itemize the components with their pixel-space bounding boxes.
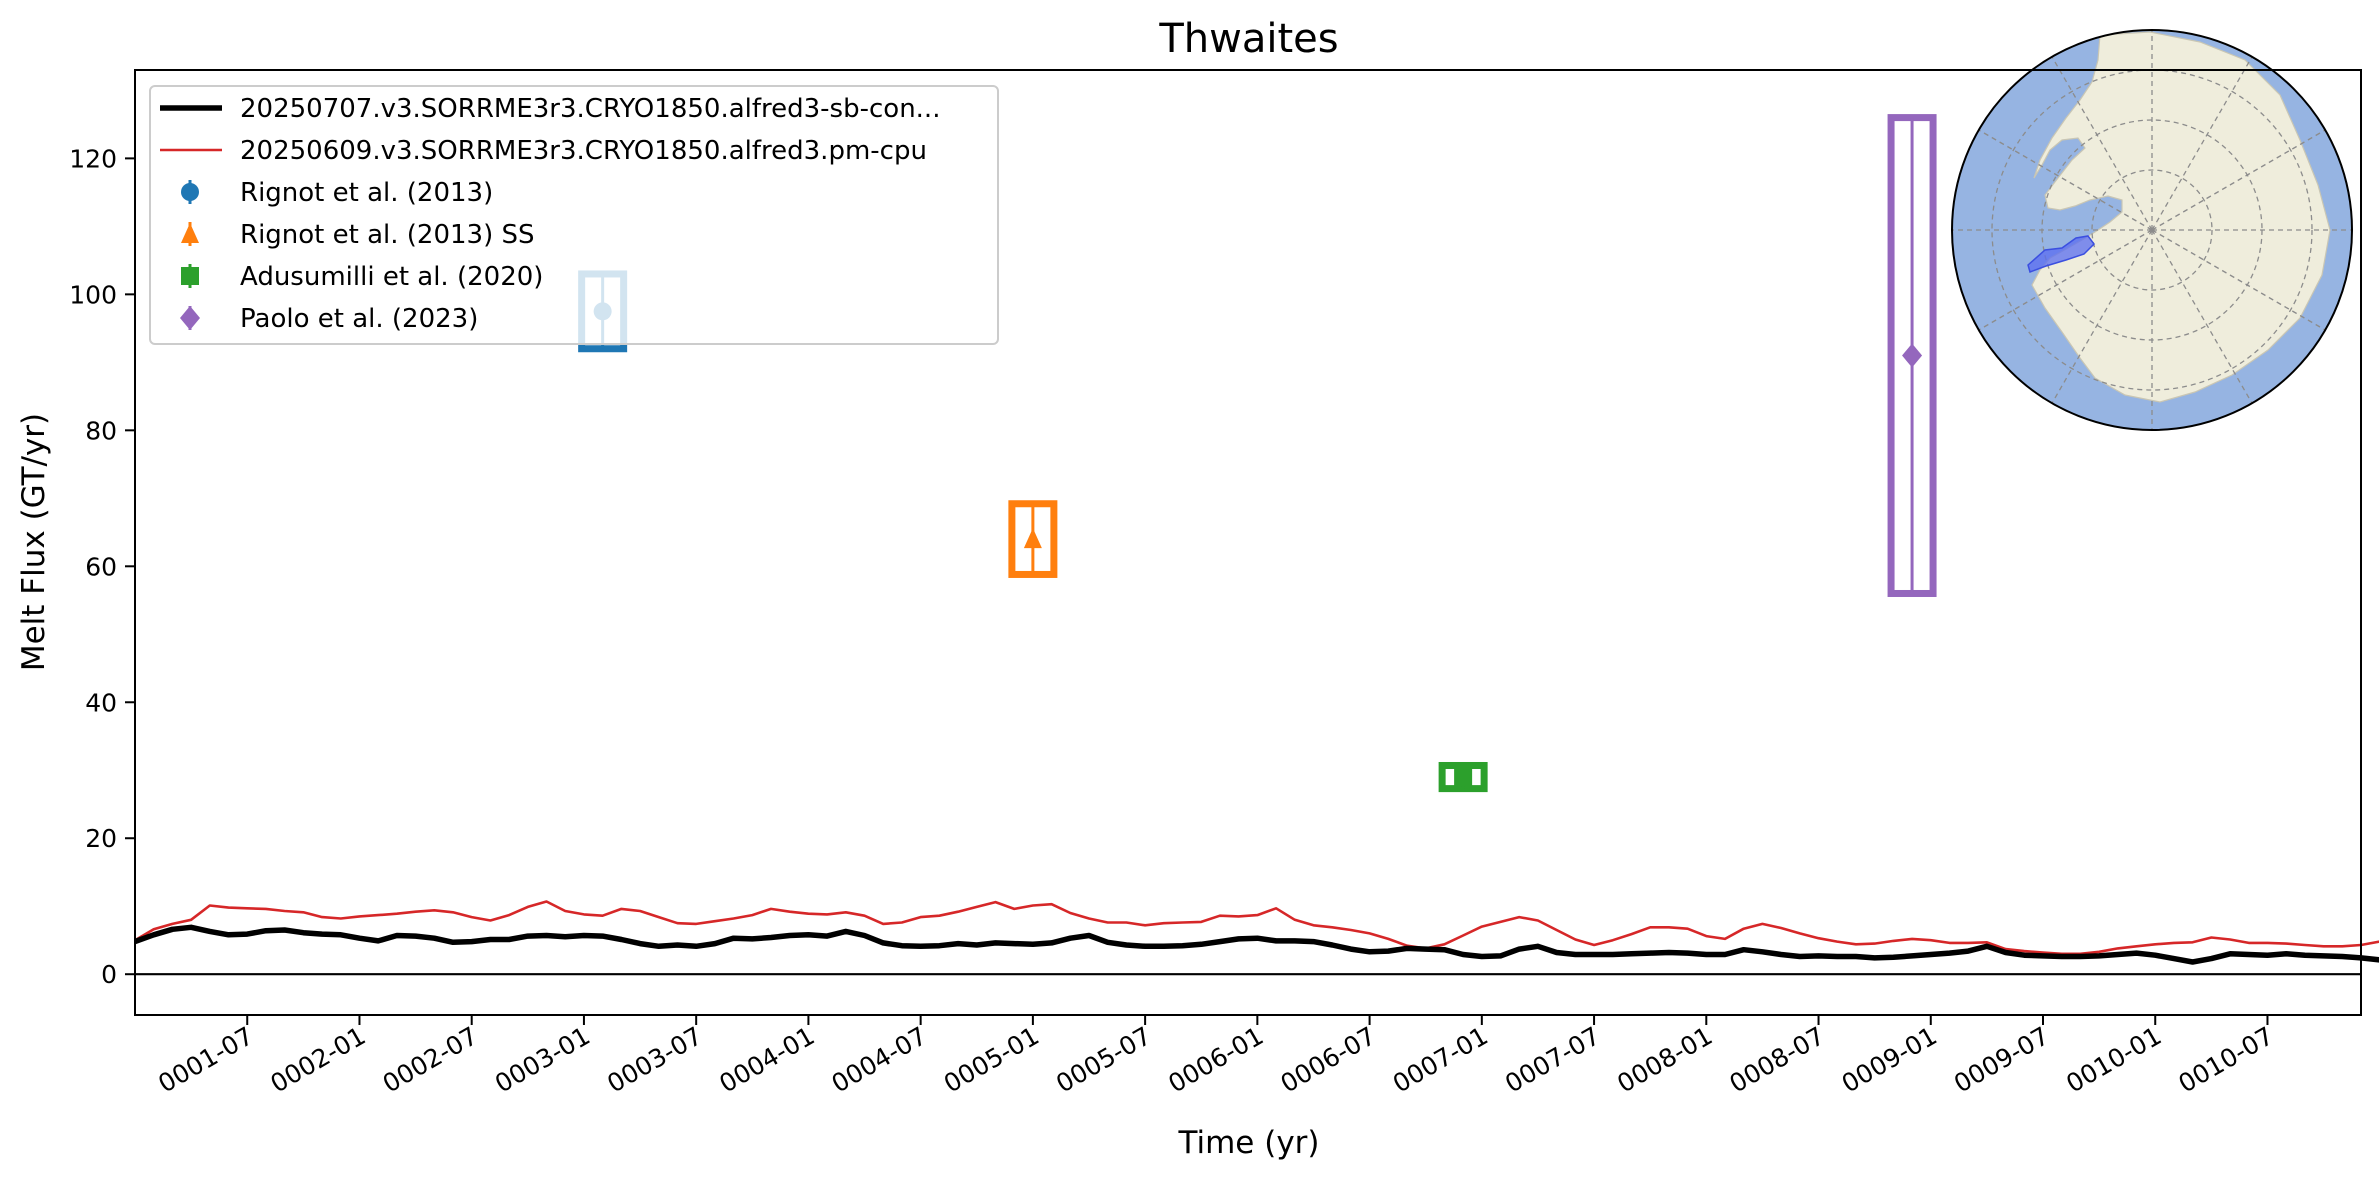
x-tick-label: 0002-07 — [378, 1021, 483, 1098]
map-latitude-circle — [2091, 169, 2213, 291]
x-tick-label: 0009-01 — [1837, 1021, 1942, 1098]
x-tick-label: 0001-07 — [153, 1021, 258, 1098]
x-tick-label: 0006-01 — [1163, 1021, 1268, 1098]
observation-point — [1902, 343, 1923, 368]
x-tick-label: 0005-01 — [939, 1021, 1044, 1098]
legend-entry: Rignot et al. (2013) — [240, 178, 493, 208]
x-axis-ticks: 0001-07 0002-01 0002-07 0003-01 0003-07 0004-… — [153, 1015, 2278, 1098]
x-tick-label: 0007-01 — [1388, 1021, 1493, 1098]
x-tick-label: 0008-01 — [1612, 1021, 1717, 1098]
x-tick-label: 0010-07 — [2173, 1021, 2278, 1098]
x-tick-label: 0003-01 — [490, 1021, 595, 1098]
x-tick-label: 0010-01 — [2061, 1021, 2166, 1098]
x-tick-label: 0002-01 — [265, 1021, 370, 1098]
y-axis-label: Melt Flux (GT/yr) — [16, 413, 52, 671]
series-line-1 — [134, 924, 2379, 965]
map-latitude-circle — [1991, 69, 2313, 391]
thwaites-region-highlight — [2027, 235, 2095, 273]
legend-swatch — [181, 223, 199, 243]
plot-frame — [134, 69, 2362, 1016]
series-line-2 — [134, 900, 2379, 956]
x-axis-label: Time (yr) — [1178, 1125, 1320, 1161]
x-tick-label: 0004-07 — [827, 1021, 932, 1098]
y-tick-label: 100 — [69, 280, 117, 309]
legend-entry: 20250707.v3.SORRME3r3.CRYO1850.alfred3-s… — [240, 94, 940, 124]
legend-swatch — [180, 306, 200, 330]
model-series — [134, 900, 2379, 965]
map-meridian — [2051, 229, 2153, 404]
y-tick-label: 0 — [101, 960, 117, 989]
x-tick-label: 0006-07 — [1276, 1021, 1381, 1098]
legend-box — [149, 85, 999, 345]
legend-entry: Rignot et al. (2013) SS — [240, 220, 535, 250]
map-meridian — [2051, 56, 2153, 231]
map-meridian — [2151, 229, 2326, 331]
antarctica-locator-map — [1951, 29, 2353, 431]
x-tick-label: 0009-07 — [1949, 1021, 2054, 1098]
x-tick-label: 0003-07 — [602, 1021, 707, 1098]
y-tick-label: 40 — [85, 688, 117, 717]
y-tick-label: 20 — [85, 824, 117, 853]
legend-entry: 20250609.v3.SORRME3r3.CRYO1850.alfred3.p… — [240, 136, 927, 166]
y-tick-label: 80 — [85, 416, 117, 445]
observation-point — [1454, 768, 1473, 787]
legend-swatch — [181, 183, 199, 201]
observation-point — [1023, 528, 1042, 549]
map-meridian — [2151, 129, 2326, 231]
map-meridian — [2151, 56, 2253, 231]
map-meridian — [2151, 229, 2253, 404]
legend-entry: Adusumilli et al. (2020) — [240, 262, 543, 292]
chart-title: Thwaites — [1158, 16, 1338, 62]
map-border — [1951, 29, 2353, 431]
y-axis-ticks: 0 20 40 60 80 100 120 — [69, 144, 135, 989]
legend-entry: Paolo et al. (2023) — [240, 304, 478, 334]
x-tick-label: 0007-07 — [1500, 1021, 1605, 1098]
y-tick-label: 120 — [69, 144, 117, 173]
map-meridian — [1978, 229, 2153, 331]
map-meridian — [1978, 129, 2153, 231]
x-tick-label: 0004-01 — [714, 1021, 819, 1098]
x-tick-label: 0005-07 — [1051, 1021, 1156, 1098]
x-tick-label: 0008-07 — [1725, 1021, 1830, 1098]
legend-swatch — [181, 267, 199, 285]
y-tick-label: 60 — [85, 552, 117, 581]
legend: 20250707.v3.SORRME3r3.CRYO1850.alfred3-s… — [149, 85, 999, 345]
observation-markers — [578, 114, 1937, 793]
